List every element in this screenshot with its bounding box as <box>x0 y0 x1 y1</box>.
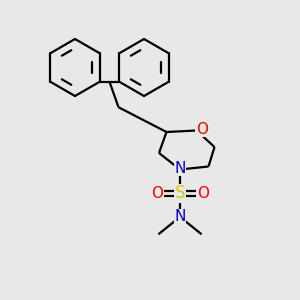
Text: O: O <box>151 186 163 201</box>
Text: N: N <box>174 209 186 224</box>
Text: S: S <box>175 184 185 202</box>
Text: O: O <box>196 122 208 136</box>
Text: N: N <box>174 160 186 175</box>
Text: O: O <box>197 186 209 201</box>
